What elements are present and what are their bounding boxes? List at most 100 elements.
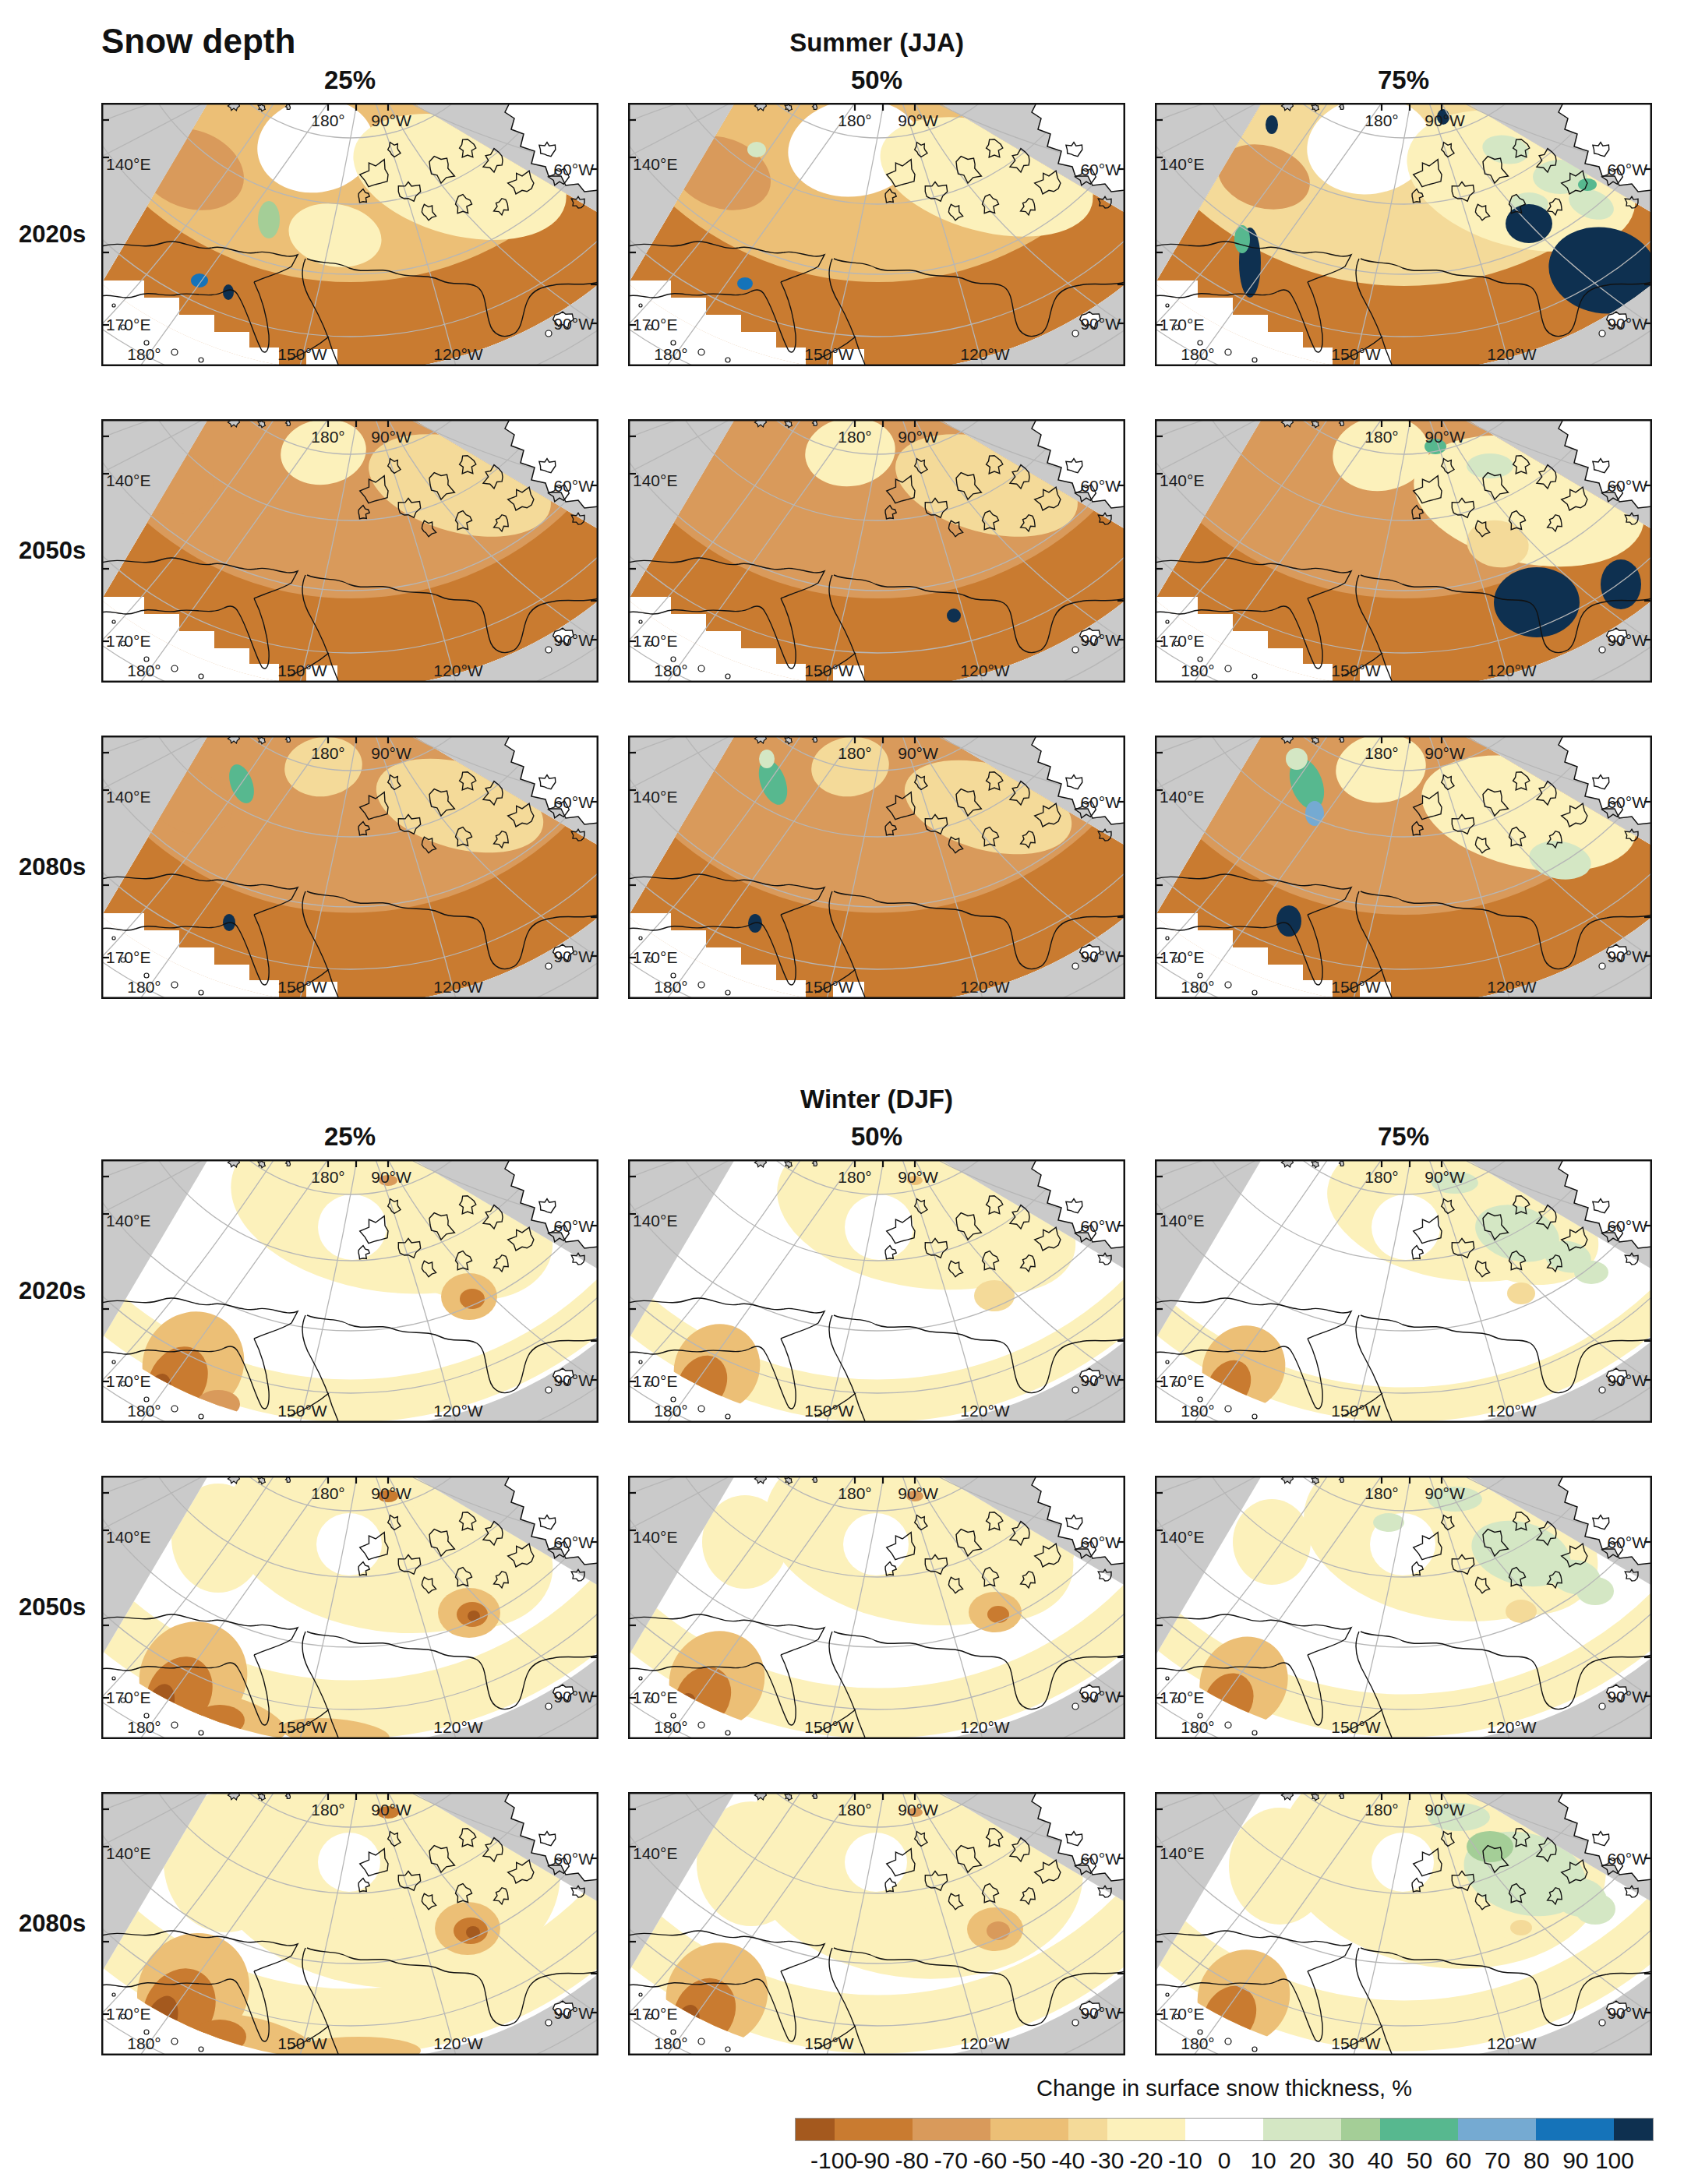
graticule-label: 180° bbox=[1364, 111, 1398, 129]
graticule-label: 60°W bbox=[553, 793, 594, 811]
colorbar-segment bbox=[1107, 2119, 1185, 2140]
graticule-label: 90°W bbox=[371, 428, 411, 446]
graticule-label: 150°W bbox=[277, 978, 327, 996]
map-panel-summer-1-0: 180°90°W140°E170°E60°W90°W180°150°W120°W bbox=[101, 419, 598, 683]
graticule-label: 170°E bbox=[106, 1372, 150, 1390]
graticule-label: 180° bbox=[1364, 1801, 1398, 1819]
colorbar-segment bbox=[913, 2119, 990, 2140]
map-panel-summer-1-1: 180°90°W140°E170°E60°W90°W180°150°W120°W bbox=[628, 419, 1125, 683]
colorbar-tick-label: 80 bbox=[1523, 2147, 1549, 2174]
graticule-label: 150°W bbox=[277, 1402, 327, 1420]
graticule-label: 180° bbox=[654, 345, 687, 363]
graticule-label: 150°W bbox=[277, 345, 327, 363]
graticule-label: 60°W bbox=[1607, 161, 1647, 178]
colorbar-tick-label: -60 bbox=[973, 2147, 1007, 2174]
graticule-label: 140°E bbox=[633, 471, 677, 489]
graticule-label: 170°E bbox=[633, 316, 677, 333]
colorbar-tick-label: -70 bbox=[934, 2147, 968, 2174]
graticule-label: 170°E bbox=[633, 632, 677, 650]
row-label: 2020s bbox=[19, 221, 86, 249]
graticule-label: 60°W bbox=[1080, 1850, 1121, 1868]
graticule-label: 180° bbox=[838, 1168, 871, 1186]
map-panel-summer-2-1: 180°90°W140°E170°E60°W90°W180°150°W120°W bbox=[628, 736, 1125, 999]
graticule-label: 170°E bbox=[106, 948, 150, 966]
colorbar-gradient bbox=[795, 2118, 1654, 2141]
row-label: 2050s bbox=[19, 537, 86, 565]
graticule-label: 180° bbox=[654, 1402, 687, 1420]
graticule-label: 180° bbox=[1181, 1402, 1214, 1420]
graticule-label: 90°W bbox=[898, 428, 938, 446]
graticule-label: 140°E bbox=[106, 471, 150, 489]
colorbar-tick-label: -50 bbox=[1012, 2147, 1046, 2174]
map-panel-winter-2-1: 180°90°W140°E170°E60°W90°W180°150°W120°W bbox=[628, 1792, 1125, 2055]
graticule-label: 180° bbox=[838, 1484, 871, 1502]
colorbar-tick-label: -40 bbox=[1051, 2147, 1085, 2174]
graticule-label: 170°E bbox=[1160, 316, 1204, 333]
graticule-label: 150°W bbox=[804, 1402, 853, 1420]
graticule-label: 90°W bbox=[553, 947, 594, 965]
graticule-label: 180° bbox=[311, 1168, 344, 1186]
graticule-label: 150°W bbox=[804, 662, 853, 679]
graticule-label: 180° bbox=[654, 2034, 687, 2052]
graticule-label: 60°W bbox=[1080, 161, 1121, 178]
column-header: 50% bbox=[851, 65, 902, 95]
graticule-label: 140°E bbox=[1160, 1528, 1204, 1546]
graticule-label: 150°W bbox=[277, 2034, 327, 2052]
graticule-label: 180° bbox=[311, 428, 344, 446]
graticule-label: 120°W bbox=[960, 1402, 1009, 1420]
map-panel-summer-0-1: 180°90°W140°E170°E60°W90°W180°150°W120°W bbox=[628, 103, 1125, 366]
colorbar-segment bbox=[796, 2119, 835, 2140]
map-panel-winter-0-2: 180°90°W140°E170°E60°W90°W180°150°W120°W bbox=[1155, 1159, 1652, 1423]
column-header: 75% bbox=[1378, 65, 1429, 95]
colorbar-tick-label: -20 bbox=[1129, 2147, 1163, 2174]
graticule-label: 120°W bbox=[1487, 978, 1536, 996]
graticule-label: 170°E bbox=[1160, 2005, 1204, 2023]
graticule-label: 170°E bbox=[1160, 948, 1204, 966]
column-header: 50% bbox=[851, 1122, 902, 1152]
map-panel-winter-2-0: 180°90°W140°E170°E60°W90°W180°150°W120°W bbox=[101, 1792, 598, 2055]
graticule-label: 90°W bbox=[1607, 1688, 1647, 1706]
graticule-label: 90°W bbox=[898, 1801, 938, 1819]
graticule-label: 60°W bbox=[1080, 793, 1121, 811]
graticule-label: 90°W bbox=[1080, 1371, 1121, 1389]
graticule-label: 180° bbox=[654, 662, 687, 679]
graticule-label: 60°W bbox=[553, 477, 594, 495]
season-title: Winter (DJF) bbox=[800, 1085, 953, 1114]
graticule-label: 180° bbox=[1364, 428, 1398, 446]
column-header: 25% bbox=[324, 1122, 376, 1152]
graticule-label: 120°W bbox=[433, 345, 482, 363]
map-panel-summer-0-0: 180°90°W140°E170°E60°W90°W180°150°W120°W bbox=[101, 103, 598, 366]
graticule-label: 150°W bbox=[277, 1718, 327, 1736]
graticule-label: 90°W bbox=[898, 1168, 938, 1186]
graticule-label: 180° bbox=[311, 744, 344, 762]
graticule-label: 180° bbox=[311, 1484, 344, 1502]
graticule-label: 90°W bbox=[1080, 631, 1121, 649]
graticule-label: 90°W bbox=[553, 2004, 594, 2022]
colorbar-tick-label: 0 bbox=[1218, 2147, 1231, 2174]
graticule-label: 90°W bbox=[553, 1371, 594, 1389]
graticule-label: 140°E bbox=[633, 1212, 677, 1230]
graticule-label: 60°W bbox=[553, 1850, 594, 1868]
graticule-label: 180° bbox=[1181, 1718, 1214, 1736]
graticule-label: 140°E bbox=[1160, 1212, 1204, 1230]
graticule-label: 90°W bbox=[371, 1801, 411, 1819]
graticule-label: 150°W bbox=[1331, 1718, 1380, 1736]
graticule-label: 90°W bbox=[1607, 315, 1647, 333]
graticule-label: 180° bbox=[127, 978, 161, 996]
colorbar-tick-label: 40 bbox=[1368, 2147, 1393, 2174]
colorbar-segment bbox=[1068, 2119, 1107, 2140]
graticule-label: 60°W bbox=[1607, 1850, 1647, 1868]
graticule-label: 90°W bbox=[371, 1484, 411, 1502]
graticule-label: 140°E bbox=[633, 1528, 677, 1546]
colorbar-segment bbox=[990, 2119, 1068, 2140]
map-panel-winter-1-0: 180°90°W140°E170°E60°W90°W180°150°W120°W bbox=[101, 1476, 598, 1739]
row-label: 2020s bbox=[19, 1277, 86, 1305]
graticule-label: 170°E bbox=[1160, 1372, 1204, 1390]
colorbar-tick-label: -10 bbox=[1168, 2147, 1202, 2174]
graticule-label: 140°E bbox=[1160, 155, 1204, 173]
graticule-label: 120°W bbox=[960, 1718, 1009, 1736]
colorbar-tick-label: -90 bbox=[856, 2147, 889, 2174]
graticule-label: 150°W bbox=[804, 978, 853, 996]
colorbar-segment bbox=[835, 2119, 913, 2140]
graticule-label: 140°E bbox=[633, 1844, 677, 1862]
